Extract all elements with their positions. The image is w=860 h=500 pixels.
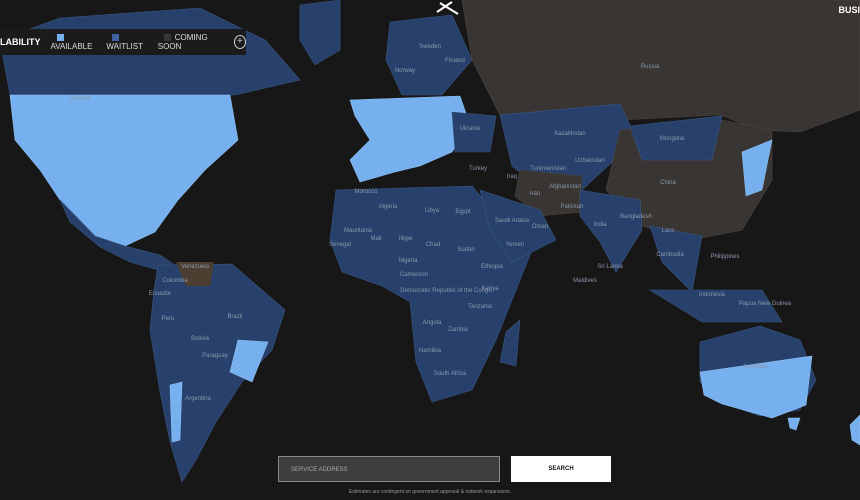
region bbox=[849, 414, 860, 446]
country-label: Australia bbox=[743, 364, 767, 370]
region bbox=[499, 319, 521, 367]
region bbox=[579, 189, 643, 273]
region bbox=[649, 225, 703, 293]
country-label: Mali bbox=[370, 236, 381, 242]
country-label: Pakistan bbox=[560, 204, 583, 210]
region bbox=[479, 189, 557, 263]
country-label: Egypt bbox=[455, 209, 471, 215]
country-label: Sri Lanka bbox=[597, 264, 623, 270]
region bbox=[629, 115, 723, 161]
region bbox=[499, 103, 633, 191]
country-label: Kenya bbox=[481, 286, 499, 292]
country-label: India bbox=[593, 222, 607, 228]
country-label: Sweden bbox=[419, 44, 441, 50]
region bbox=[451, 111, 497, 153]
country-label: Uzbekistan bbox=[575, 158, 605, 164]
country-label: Angola bbox=[423, 320, 442, 326]
country-label: Nigeria bbox=[398, 258, 418, 264]
expand-button[interactable]: + bbox=[233, 35, 246, 49]
country-label: Papua New Guinea bbox=[739, 301, 792, 307]
country-label: Maldives bbox=[573, 278, 597, 284]
country-label: Democratic Republic of the Congo bbox=[400, 288, 492, 294]
country-label: Afghanistan bbox=[549, 184, 581, 190]
region bbox=[699, 355, 813, 419]
country-label: Turkmenistan bbox=[530, 166, 566, 172]
region bbox=[787, 417, 801, 431]
region bbox=[299, 0, 341, 66]
region bbox=[176, 262, 214, 286]
country-label: Ukraine bbox=[460, 126, 481, 132]
country-label: Kazakhstan bbox=[554, 131, 585, 137]
country-label: Indonesia bbox=[699, 292, 726, 298]
country-label: Saudi Arabia bbox=[495, 218, 530, 224]
country-label: Colombia bbox=[162, 278, 188, 284]
country-label: Libya bbox=[425, 208, 440, 214]
country-label: China bbox=[660, 180, 676, 186]
region bbox=[514, 169, 583, 217]
region bbox=[648, 289, 783, 323]
logo bbox=[436, 1, 459, 15]
legend-label: WAITLIST bbox=[106, 42, 143, 51]
nav-link[interactable]: BUSI bbox=[838, 5, 860, 15]
country-label: Morocco bbox=[354, 189, 378, 195]
country-label: Chad bbox=[426, 242, 440, 248]
country-label: Sudan bbox=[457, 247, 474, 253]
country-label: Argentina bbox=[185, 396, 211, 402]
country-label: Senegal bbox=[329, 242, 351, 248]
country-label: Bolivia bbox=[191, 336, 209, 342]
legend-title: LABILITY bbox=[0, 37, 41, 47]
country-label: Ethiopia bbox=[481, 264, 503, 270]
country-label: Finland bbox=[445, 58, 465, 64]
region bbox=[385, 14, 473, 96]
country-label: Turkey bbox=[469, 166, 487, 172]
country-label: South Africa bbox=[434, 371, 467, 377]
country-label: Cambodia bbox=[656, 252, 684, 258]
country-label: Mauritania bbox=[344, 228, 373, 234]
country-label: Algeria bbox=[379, 204, 398, 210]
address-input[interactable]: SERVICE ADDRESS bbox=[278, 456, 500, 482]
country-label: Russia bbox=[641, 64, 660, 70]
country-label: Peru bbox=[162, 316, 175, 322]
country-label: Paraguay bbox=[202, 353, 228, 359]
country-label: Canada bbox=[69, 96, 91, 102]
country-label: Bangladesh bbox=[620, 214, 652, 220]
disclaimer: Estimates are contingent on government a… bbox=[348, 489, 512, 495]
country-label: Philippines bbox=[710, 254, 739, 260]
region bbox=[169, 381, 183, 443]
search-button[interactable]: SEARCH bbox=[511, 456, 611, 482]
country-label: Iraq bbox=[507, 174, 517, 180]
country-label: Norway bbox=[395, 68, 415, 74]
legend-item: COMING SOON bbox=[158, 33, 222, 51]
legend-item: AVAILABLE bbox=[51, 33, 101, 51]
country-label: Iran bbox=[530, 191, 540, 197]
region bbox=[229, 339, 269, 383]
country-label: Yemen bbox=[506, 242, 524, 248]
country-label: Niger bbox=[399, 236, 413, 242]
legend-item: WAITLIST bbox=[106, 33, 151, 51]
country-label: Oman bbox=[532, 224, 548, 230]
legend-label: AVAILABLE bbox=[50, 42, 93, 51]
region bbox=[461, 0, 860, 133]
legend: LABILITY AVAILABLE WAITLIST COMING SOON … bbox=[0, 29, 246, 55]
region bbox=[9, 94, 239, 247]
country-label: Namibia bbox=[419, 348, 442, 354]
region bbox=[741, 139, 773, 197]
country-label: Venezuela bbox=[181, 264, 210, 270]
country-label: Mongolia bbox=[660, 136, 685, 142]
legend-label: COMING SOON bbox=[157, 33, 208, 51]
region bbox=[149, 263, 286, 483]
region bbox=[349, 95, 471, 183]
country-label: Tanzania bbox=[468, 304, 493, 310]
country-label: Cameroon bbox=[400, 272, 428, 278]
country-label: Laos bbox=[661, 228, 674, 234]
country-label: Brazil bbox=[227, 314, 242, 320]
country-label: Zambia bbox=[448, 327, 469, 333]
country-label: Ecuador bbox=[149, 291, 171, 297]
